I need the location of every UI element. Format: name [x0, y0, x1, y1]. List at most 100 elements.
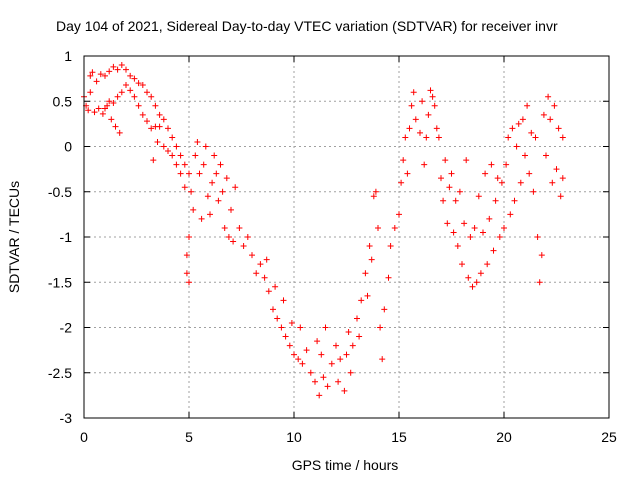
data-point: [551, 102, 558, 109]
data-point: [379, 356, 386, 363]
data-point: [196, 170, 203, 177]
data-point: [375, 224, 381, 231]
data-point: [299, 360, 306, 367]
data-point: [509, 125, 516, 132]
data-point: [192, 152, 199, 159]
data-point: [555, 125, 562, 132]
data-point: [364, 292, 371, 299]
data-point: [540, 111, 547, 118]
data-point: [410, 89, 417, 96]
data-point: [183, 270, 190, 277]
data-point: [467, 234, 474, 240]
data-point: [536, 279, 543, 286]
data-point: [139, 81, 146, 88]
data-point: [270, 306, 276, 313]
data-point: [333, 342, 339, 349]
data-point: [85, 107, 92, 114]
y-tick-label: -1.5: [48, 274, 72, 290]
data-point: [316, 392, 323, 399]
data-point: [114, 66, 121, 73]
data-point: [274, 315, 281, 322]
y-tick-label: 1: [64, 48, 72, 64]
data-point: [265, 288, 272, 295]
y-axis-label: SDTVAR / TECUs: [6, 181, 22, 293]
data-point: [337, 356, 344, 363]
data-point: [219, 188, 226, 195]
data-point: [490, 247, 497, 254]
data-point: [417, 129, 423, 136]
data-point: [318, 351, 325, 358]
data-point: [156, 123, 163, 130]
y-tick-label: -0.5: [48, 184, 72, 200]
data-point: [475, 193, 482, 200]
data-point: [116, 129, 123, 136]
data-point: [225, 234, 232, 240]
data-point: [200, 161, 207, 168]
data-point: [454, 243, 461, 250]
data-point: [477, 270, 484, 277]
data-point: [150, 157, 157, 164]
data-point: [114, 93, 121, 100]
data-point: [194, 138, 201, 145]
data-point: [459, 261, 465, 268]
data-point: [272, 283, 279, 290]
data-point: [471, 224, 478, 231]
data-point: [106, 68, 113, 75]
data-point: [433, 125, 440, 132]
data-point: [131, 75, 138, 82]
data-point: [522, 152, 528, 159]
data-point: [286, 342, 293, 349]
data-point: [160, 116, 167, 123]
data-point: [204, 193, 211, 200]
data-point: [215, 197, 222, 204]
data-point: [110, 63, 117, 70]
data-point: [112, 123, 119, 130]
data-point: [152, 102, 159, 109]
data-point: [429, 93, 436, 100]
data-point: [549, 179, 556, 186]
data-point: [507, 211, 514, 218]
y-tick-label: -1: [60, 229, 73, 245]
y-tick-label: -3: [60, 410, 73, 426]
data-point: [534, 234, 541, 240]
data-point: [186, 170, 192, 177]
data-point: [486, 215, 493, 222]
data-point: [123, 81, 129, 88]
data-point: [127, 72, 134, 79]
data-point: [480, 229, 486, 236]
data-point: [465, 274, 472, 281]
data-point: [190, 206, 197, 213]
data-point: [505, 134, 512, 141]
data-point: [547, 116, 554, 123]
data-point: [106, 98, 113, 105]
data-point: [144, 118, 150, 125]
data-point: [446, 184, 453, 191]
data-point: [307, 369, 314, 376]
data-point: [387, 243, 394, 250]
data-point: [494, 175, 501, 182]
data-point: [406, 125, 413, 132]
data-point: [402, 134, 409, 141]
data-point: [221, 224, 228, 231]
data-point: [236, 224, 243, 231]
data-point: [223, 175, 230, 182]
data-point: [181, 184, 188, 191]
data-point: [177, 170, 184, 177]
data-point: [503, 161, 510, 168]
data-point: [87, 72, 94, 79]
data-point: [511, 197, 518, 204]
data-point: [488, 161, 495, 168]
data-point: [450, 229, 457, 236]
data-point: [188, 188, 195, 195]
data-point: [87, 89, 94, 96]
data-point: [177, 152, 184, 159]
data-point: [253, 270, 260, 277]
data-point: [209, 179, 216, 186]
data-point: [232, 184, 239, 191]
y-tick-labels: 1 0.5 0 -0.5 -1 -1.5 -2 -2.5 -3: [48, 48, 72, 426]
data-point: [257, 261, 264, 268]
data-point: [404, 170, 411, 177]
data-point: [97, 71, 104, 78]
data-point: [154, 138, 161, 145]
